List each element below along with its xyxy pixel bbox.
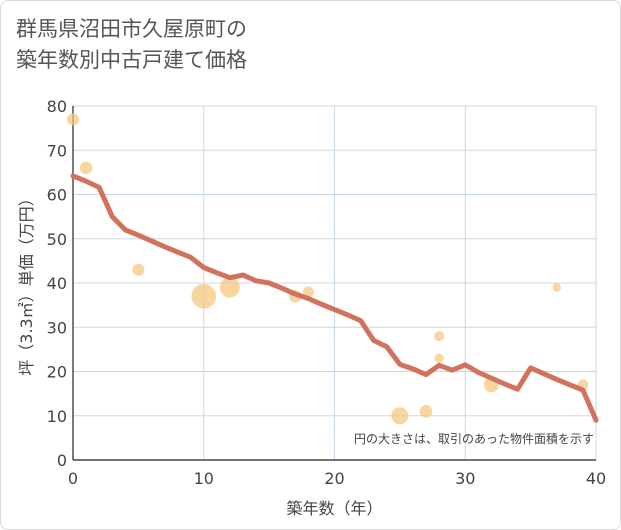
x-tick-label: 0 — [68, 469, 78, 488]
x-tick-labels: 0 10 20 30 40 — [68, 469, 606, 488]
chart-title: 群馬県沼田市久屋原町の 築年数別中古戸建て価格 — [16, 14, 247, 76]
y-axis-label: 坪（3.3㎡）単価（万円） — [17, 190, 36, 375]
title-line-1: 群馬県沼田市久屋原町の — [16, 17, 247, 41]
y-tick-label: 20 — [47, 363, 67, 382]
bubble-size-note: 円の大きさは、取引のあった物件面積を示す — [354, 431, 594, 446]
trend-line — [70, 173, 599, 423]
x-tick-label: 30 — [455, 469, 475, 488]
x-tick-label: 10 — [194, 469, 214, 488]
y-tick-label: 40 — [47, 274, 67, 293]
data-bubble — [79, 161, 93, 175]
x-tick-label: 20 — [324, 469, 344, 488]
data-bubble — [552, 283, 562, 292]
y-tick-label: 70 — [47, 141, 67, 160]
title-line-2: 築年数別中古戸建て価格 — [16, 48, 247, 72]
y-tick-label: 0 — [57, 451, 67, 470]
y-tick-label: 30 — [47, 318, 67, 337]
data-bubble — [132, 263, 145, 276]
data-bubble — [391, 407, 409, 425]
data-bubble — [302, 286, 314, 298]
data-bubble — [219, 277, 240, 298]
y-tick-label: 60 — [47, 186, 67, 205]
data-bubble — [434, 353, 444, 363]
y-tick-label: 10 — [47, 407, 67, 426]
grid-lines — [72, 105, 597, 461]
y-tick-label: 50 — [47, 230, 67, 249]
y-tick-labels: 0 10 20 30 40 50 60 70 80 — [47, 97, 67, 470]
x-tick-label: 40 — [586, 469, 606, 488]
data-bubble — [419, 405, 433, 418]
x-axis-label: 築年数（年） — [286, 499, 382, 518]
y-tick-label: 80 — [47, 97, 67, 116]
data-bubble — [434, 331, 445, 342]
data-bubble — [191, 283, 217, 309]
data-bubble — [67, 113, 79, 126]
